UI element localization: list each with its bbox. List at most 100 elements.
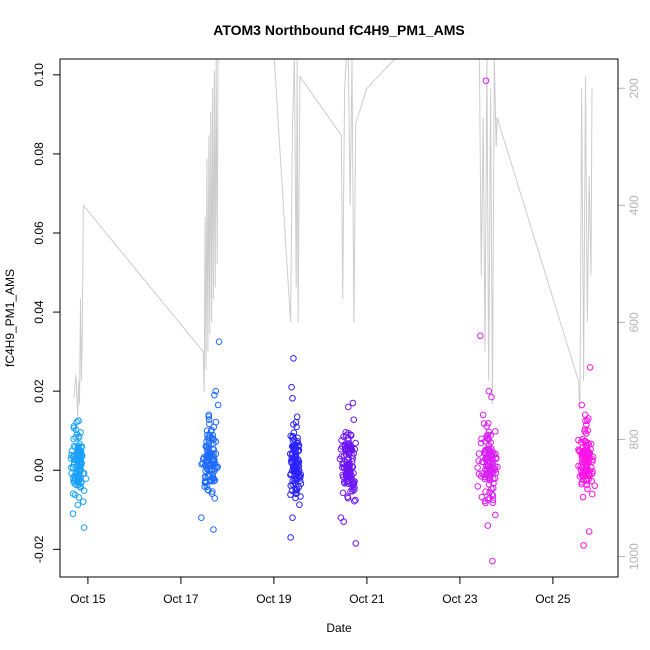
right-tick-label: 200 <box>627 78 641 98</box>
data-point <box>210 460 217 468</box>
data-point <box>293 485 301 493</box>
data-point <box>209 471 217 478</box>
data-point <box>489 557 496 565</box>
data-point <box>579 493 587 501</box>
series-group <box>474 77 501 565</box>
data-point <box>484 420 492 427</box>
plot-frame <box>59 58 619 578</box>
data-point <box>582 438 589 445</box>
data-point <box>349 487 356 495</box>
data-point <box>583 481 591 489</box>
y-tick-label: 0.00 <box>32 458 46 482</box>
data-point <box>586 449 594 457</box>
data-point <box>290 355 297 362</box>
data-point <box>291 463 299 470</box>
data-point <box>70 474 77 482</box>
data-point <box>288 383 295 391</box>
data-point <box>209 440 217 448</box>
y-tick-label: -0.02 <box>32 535 46 563</box>
data-point <box>486 489 493 496</box>
y-tick-label: 0.02 <box>32 379 46 403</box>
data-point <box>214 401 222 409</box>
data-point <box>475 470 483 478</box>
x-tick-label: Oct 23 <box>442 592 478 606</box>
altitude-line <box>73 59 593 417</box>
data-point <box>484 522 492 529</box>
right-tick-label: 400 <box>627 195 641 215</box>
data-point <box>489 499 497 507</box>
data-point <box>477 439 485 447</box>
data-point <box>482 77 490 85</box>
data-point <box>290 442 298 450</box>
data-point <box>351 497 358 505</box>
data-point <box>347 467 354 475</box>
data-point <box>210 455 218 463</box>
data-point <box>487 462 494 470</box>
data-point <box>286 450 294 458</box>
data-point <box>492 469 500 477</box>
data-point <box>199 460 207 467</box>
data-point <box>75 445 82 452</box>
data-point <box>205 486 212 494</box>
data-point <box>352 540 360 547</box>
data-point <box>581 447 588 454</box>
x-tick-label: Oct 25 <box>535 592 571 606</box>
data-point <box>76 448 83 456</box>
data-point <box>337 514 345 521</box>
data-point <box>490 475 497 482</box>
data-point <box>482 488 489 495</box>
data-point <box>297 480 305 487</box>
data-point <box>342 447 350 455</box>
data-point <box>72 454 79 462</box>
data-point <box>589 453 597 461</box>
data-point <box>70 435 77 443</box>
data-point <box>474 483 482 490</box>
data-point <box>352 439 359 447</box>
data-point <box>350 416 358 423</box>
data-point <box>586 364 594 371</box>
data-point <box>287 471 294 479</box>
data-point <box>72 433 79 441</box>
data-point <box>69 510 77 518</box>
data-point <box>474 464 481 471</box>
data-point <box>289 514 296 521</box>
data-point <box>479 411 487 419</box>
data-point <box>347 442 354 450</box>
y-tick-label: 0.06 <box>32 221 46 245</box>
right-tick-label: 800 <box>627 429 641 449</box>
x-tick-label: Oct 17 <box>163 592 199 606</box>
data-point <box>210 452 217 460</box>
data-point <box>75 481 82 489</box>
data-point <box>491 463 499 470</box>
data-point <box>582 430 590 437</box>
y-tick-label: 0.10 <box>32 63 46 87</box>
data-point <box>207 461 215 468</box>
data-point <box>345 429 352 437</box>
data-point <box>348 452 356 460</box>
data-point <box>488 456 495 463</box>
data-point <box>345 437 352 444</box>
data-point <box>204 450 212 457</box>
data-point <box>488 445 495 453</box>
data-point <box>489 496 497 504</box>
data-point <box>211 391 218 399</box>
data-point <box>287 491 294 498</box>
data-point <box>68 470 75 477</box>
data-point <box>584 485 591 493</box>
data-point <box>580 542 587 549</box>
data-point <box>212 387 220 395</box>
data-point <box>485 448 493 456</box>
data-point <box>345 403 352 411</box>
data-point <box>481 450 489 457</box>
data-point <box>206 420 213 428</box>
data-point <box>349 399 357 407</box>
data-point <box>79 498 87 505</box>
data-point <box>200 454 208 461</box>
y-tick-label: 0.04 <box>32 300 46 324</box>
data-point <box>578 449 586 456</box>
data-point <box>205 411 213 419</box>
data-point <box>210 526 217 533</box>
data-point <box>215 338 223 346</box>
data-point <box>578 464 586 472</box>
data-point <box>481 438 489 445</box>
